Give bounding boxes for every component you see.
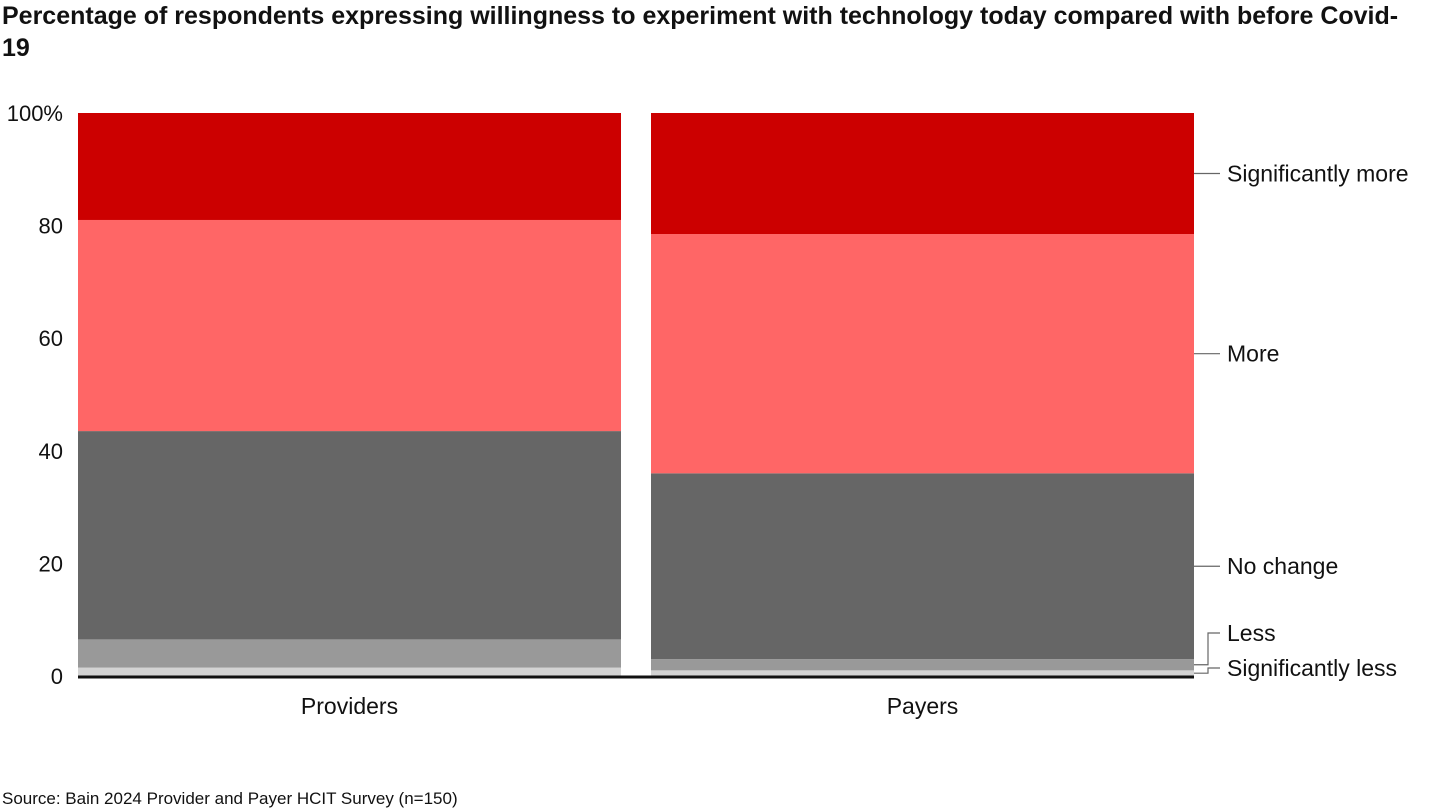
y-tick-label-1: 20 xyxy=(39,551,63,576)
y-tick-label-5: 100% xyxy=(7,101,63,126)
bar-providers-significantly-more xyxy=(78,113,621,220)
y-tick-label-4: 80 xyxy=(39,214,63,239)
x-category-label-payers: Payers xyxy=(887,693,959,719)
bar-providers-less xyxy=(78,639,621,668)
x-category-label-providers: Providers xyxy=(301,693,398,719)
y-tick-label-3: 60 xyxy=(39,326,63,351)
legend-label-more: More xyxy=(1227,341,1279,367)
legend-labels: Significantly less Less No change More Signi… xyxy=(1194,161,1409,681)
chart-title: Percentage of respondents expressing wil… xyxy=(2,2,1399,62)
source-note: Source: Bain 2024 Provider and Payer HCI… xyxy=(2,789,458,808)
bar-payers-significantly-more xyxy=(651,113,1194,235)
legend-label-less: Less xyxy=(1227,620,1276,646)
y-axis-ticks: 0 20 40 60 80 100% xyxy=(7,101,63,689)
legend-leader-less xyxy=(1194,632,1220,666)
legend-label-significantly-more: Significantly more xyxy=(1227,161,1409,187)
legend-label-no-change: No change xyxy=(1227,553,1338,579)
y-tick-label-0: 0 xyxy=(51,664,63,689)
bar-payers-more xyxy=(651,234,1194,474)
legend-label-significantly-less: Significantly less xyxy=(1227,655,1397,681)
bar-providers-no-change xyxy=(78,431,621,640)
bar-providers-significantly-less xyxy=(78,667,621,676)
chart-plot: 0 20 40 60 80 100% Providers Payers Significan… xyxy=(7,101,1409,719)
legend-leader-significantly-less xyxy=(1194,667,1220,674)
bar-payers-less xyxy=(651,659,1194,671)
bar-payers-significantly-less xyxy=(651,670,1194,676)
bar-payers-no-change xyxy=(651,473,1194,660)
x-axis-labels: Providers Payers xyxy=(301,693,958,719)
bar-providers-more xyxy=(78,219,621,432)
y-tick-label-2: 40 xyxy=(39,439,63,464)
bars-group xyxy=(78,113,1194,676)
